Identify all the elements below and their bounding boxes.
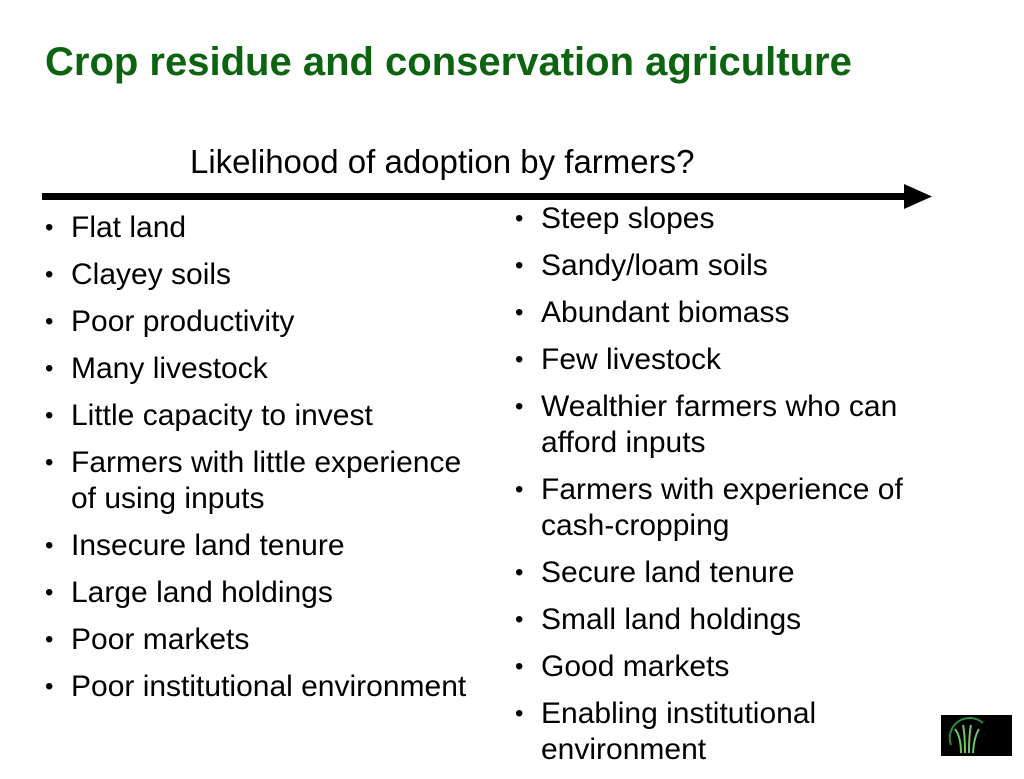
bullet-item: Poor markets <box>45 622 485 658</box>
organization-logo <box>941 715 1012 756</box>
bullet-item: Poor productivity <box>45 304 485 340</box>
bullet-item: Insecure land tenure <box>45 528 485 564</box>
bullet-item: Little capacity to invest <box>45 398 485 434</box>
bullet-item: Poor institutional environment <box>45 669 485 705</box>
bullet-item: Abundant biomass <box>515 295 975 331</box>
high-adoption-list: Steep slopes Sandy/loam soils Abundant bio… <box>515 201 975 779</box>
bullet-item: Sandy/loam soils <box>515 248 975 284</box>
bullet-item: Large land holdings <box>45 575 485 611</box>
bullet-item: Many livestock <box>45 351 485 387</box>
bullet-item: Clayey soils <box>45 257 485 293</box>
bullet-item: Flat land <box>45 210 485 246</box>
bullet-item: Secure land tenure <box>515 555 975 591</box>
bullet-item: Steep slopes <box>515 201 975 237</box>
low-adoption-list: Flat land Clayey soils Poor productivity Ma… <box>45 210 485 716</box>
bullet-item: Farmers with little experience of using … <box>45 445 485 517</box>
bullet-item: Good markets <box>515 649 975 685</box>
bullet-item: Few livestock <box>515 342 975 378</box>
slide-title: Crop residue and conservation agricultur… <box>45 40 852 84</box>
bullet-item: Farmers with experience of cash-cropping <box>515 472 975 544</box>
bullet-item: Small land holdings <box>515 602 975 638</box>
bullet-item: Wealthier farmers who can afford inputs <box>515 389 975 461</box>
axis-label: Likelihood of adoption by farmers? <box>190 143 695 180</box>
bullet-item: Enabling institutional environment <box>515 696 975 768</box>
